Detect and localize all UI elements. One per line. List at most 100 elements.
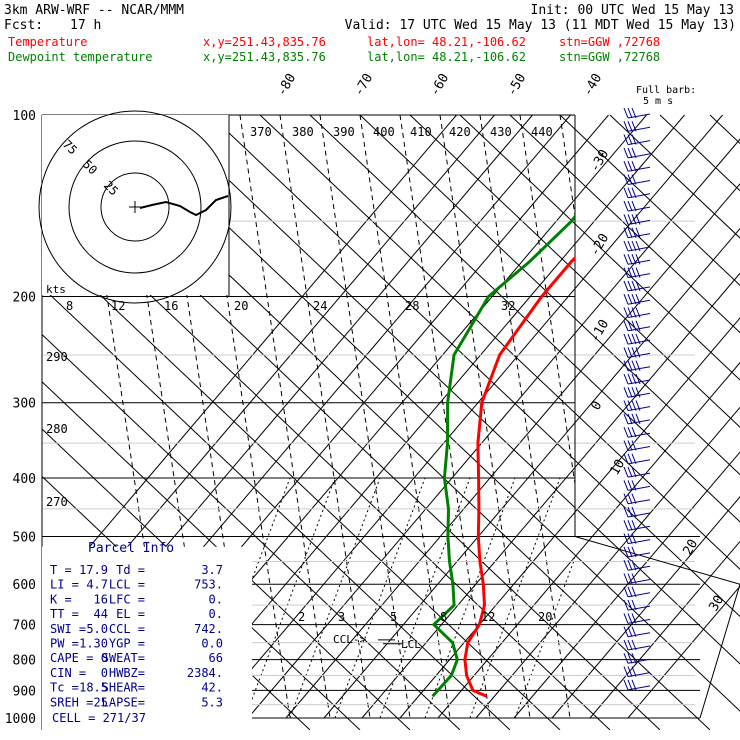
wind-barb-flag (623, 653, 629, 664)
mixing-ratio-label: 8 (440, 610, 447, 624)
parcel-info-value: 4.7 (86, 578, 108, 592)
mixing-ratio-line (289, 477, 381, 719)
wind-barb-flag (623, 666, 629, 677)
wind-barb-flag (627, 347, 633, 358)
wind-barb (623, 440, 651, 451)
isotherm-label: -10 (587, 317, 612, 345)
wind-barb-flag (627, 639, 633, 651)
valid-time: Valid: 17 UTC Wed 15 May 13 (11 MDT Wed … (344, 18, 736, 33)
wind-barb-flag (623, 466, 629, 478)
wind-barb-flag (627, 560, 633, 571)
isotherm-line (513, 451, 740, 719)
wind-barb-flag (627, 254, 633, 265)
wind-barb-flag (635, 413, 641, 425)
wind-barb-flag (623, 280, 629, 292)
dry-adiabat-line (509, 114, 740, 334)
moist-adiabat-line (279, 115, 371, 719)
wind-barb-flag (627, 520, 633, 531)
wind-barb-flag (631, 586, 637, 597)
dry-adiabat-line (309, 114, 740, 523)
legend-dewpoint-name: Dewpoint temperature (8, 50, 153, 64)
dry-adiabat-line (609, 114, 740, 239)
wind-barb-flag (631, 333, 637, 345)
mixing-ratio-line (244, 477, 336, 719)
wind-barb (623, 333, 651, 345)
forecast-label: Fcst: (4, 18, 44, 33)
wind-barb-flag (623, 440, 629, 451)
parcel-info-key: SWI = (50, 622, 86, 636)
wind-barb-flag (623, 360, 629, 371)
wind-barb-flag (631, 280, 637, 292)
wind-barb (623, 466, 651, 478)
legend-dewpoint-coords: x,y=251.43,835.76 (203, 50, 326, 64)
parcel-info-key: CAPE = (50, 651, 93, 665)
wind-barb-flag (623, 586, 629, 597)
pressure-tick-label: 200 (13, 291, 36, 306)
wind-barb (623, 187, 651, 199)
theta-label: 370 (250, 125, 272, 139)
mixing-ratio-label: 5 (390, 610, 397, 624)
wind-barb-flag (631, 453, 637, 464)
pressure-tick-label: 900 (13, 684, 36, 699)
hodo-speed-label: 20 (234, 299, 248, 313)
wind-barb-flag (627, 387, 633, 398)
model-title: 3km ARW-WRF -- NCAR/MMM (4, 3, 185, 18)
isotherm-line (627, 585, 740, 719)
hodograph-trace (139, 195, 229, 217)
moist-adiabat-line (600, 115, 690, 718)
isotherm-line (285, 183, 740, 719)
parcel-info-value: 0.0 (201, 637, 223, 651)
wind-barb-flag (623, 520, 629, 531)
wind-barb-flag (631, 121, 637, 132)
theta-label: 410 (410, 125, 432, 139)
isotherm-label: -70 (351, 71, 376, 99)
legend-temperature-station: stn=GGW ,72768 (559, 35, 661, 49)
wind-barb (623, 254, 651, 265)
parcel-info-value: 44 (94, 607, 108, 621)
parcel-info-key: K = (50, 592, 72, 606)
hodo-speed-label: 12 (111, 299, 125, 313)
wind-barb-flag (631, 506, 637, 518)
wind-barb-flag (623, 493, 629, 504)
wind-barb-flag (631, 187, 637, 198)
wind-barb-flag (627, 533, 633, 544)
wind-barb-flag (631, 613, 637, 624)
wind-barb-flag (623, 546, 629, 558)
wind-barb-flag (627, 187, 633, 198)
init-time: Init: 00 UTC Wed 15 May 13 (530, 3, 735, 18)
wind-barb (623, 373, 651, 385)
dry-adiabat-line (209, 114, 740, 618)
forecast-hour: 17 h (70, 18, 102, 33)
dry-adiabat-line (42, 333, 461, 730)
parcel-info-title: Parcel Info (88, 541, 174, 556)
isotherm-label: 0 (588, 399, 605, 413)
wind-barb-flag (623, 134, 629, 145)
parcel-info-value: 25 (94, 695, 108, 709)
wind-barb-flag (627, 280, 633, 292)
wind-barb-flag (635, 214, 641, 225)
wind-barb-flag (623, 187, 629, 198)
wind-barb-flag (627, 174, 633, 185)
wind-barb-flag (635, 400, 641, 411)
isotherm-label: 10 (607, 457, 628, 478)
wind-barb (623, 360, 651, 372)
wind-barb-flag (623, 413, 629, 425)
wind-barb (623, 573, 651, 584)
wind-barb-flag (631, 320, 637, 331)
parcel-info-key: LCL = (109, 578, 145, 592)
wind-barb (623, 480, 651, 491)
wind-barb-flag (627, 599, 633, 611)
isotherm-label: 20 (680, 537, 701, 558)
wind-barb-flag (631, 679, 637, 691)
wind-barb-flag (631, 413, 637, 425)
wind-barb-flag (627, 200, 633, 212)
parcel-info-key: LAPSE= (102, 695, 145, 709)
wind-barb-flag (635, 320, 641, 331)
wind-barb (623, 147, 651, 159)
hodo-speed-label: 8 (66, 299, 73, 313)
theta-label: 390 (333, 125, 355, 139)
wind-barb-flag (631, 573, 637, 584)
parcel-info-value: 42. (201, 681, 223, 695)
wind-barb-flag (631, 639, 637, 651)
wind-barb-flag (627, 107, 633, 119)
